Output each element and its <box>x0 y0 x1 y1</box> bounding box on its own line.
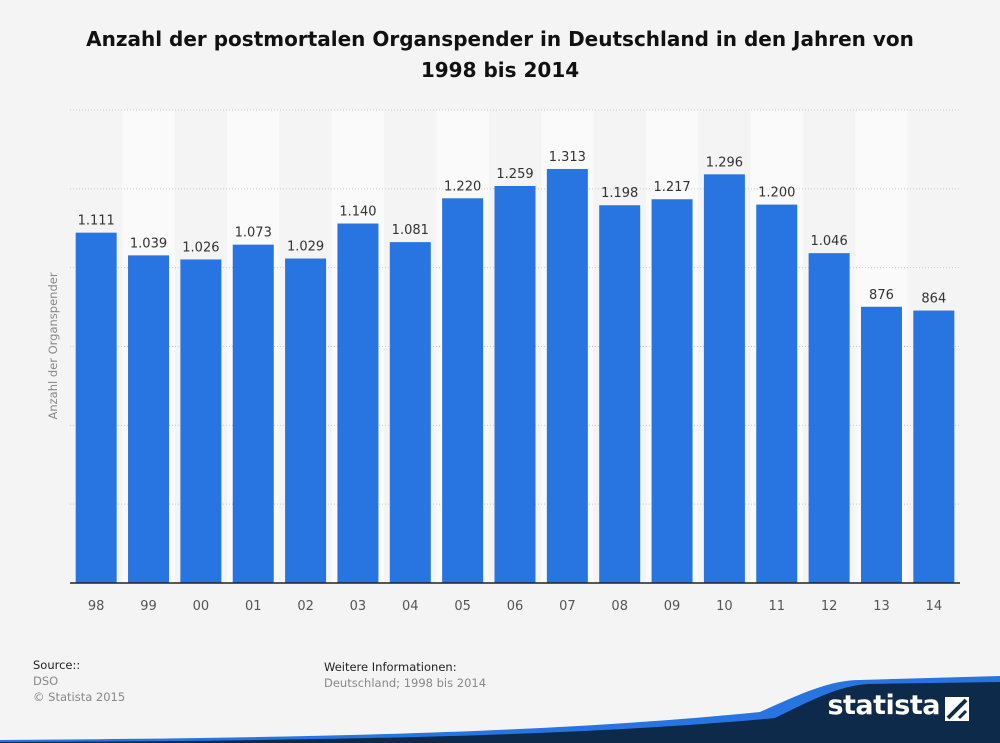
x-tick-label: 00 <box>193 599 210 614</box>
source-block: Source:: DSO © Statista 2015 <box>33 657 125 705</box>
bar <box>703 174 745 583</box>
bar <box>808 253 850 584</box>
x-tick-label: 11 <box>768 599 785 614</box>
x-tick-label: 01 <box>245 599 262 614</box>
data-label: 1.259 <box>496 167 533 182</box>
bars <box>75 168 955 584</box>
data-label: 1.081 <box>392 223 429 238</box>
x-tick-label: 14 <box>926 599 943 614</box>
x-tick-label: 03 <box>350 599 367 614</box>
copyright-line: © Statista 2015 <box>33 690 126 704</box>
data-label: 1.046 <box>811 234 848 249</box>
data-label: 1.029 <box>287 240 324 255</box>
statista-logo[interactable]: statista <box>827 690 940 721</box>
source-line: DSO <box>33 674 59 688</box>
bar <box>442 198 484 583</box>
bar <box>232 244 274 583</box>
data-labels: 1.111 1.039 1.026 1.073 1.029 1.140 1.081 1.220… <box>78 150 947 307</box>
info-block: Weitere Informationen: Deutschland; 1998… <box>324 659 486 691</box>
x-tick-label: 04 <box>402 599 419 614</box>
bar <box>651 199 693 584</box>
x-tick-label: 06 <box>507 599 524 614</box>
brand-footer <box>0 676 1000 743</box>
data-label: 876 <box>869 288 894 303</box>
x-tick-label: 07 <box>559 599 576 614</box>
bar <box>75 232 117 583</box>
data-label: 1.200 <box>758 186 795 201</box>
data-label: 1.073 <box>235 226 272 241</box>
data-label: 1.039 <box>130 236 167 251</box>
data-label: 1.198 <box>601 186 638 201</box>
x-tick-label: 05 <box>454 599 471 614</box>
bar <box>756 204 798 583</box>
x-tick-labels: 98 99 00 01 02 03 04 05 06 07 08 09 10 11 12 13 14 <box>88 599 942 614</box>
data-label: 1.296 <box>706 155 743 170</box>
data-label: 864 <box>921 292 946 307</box>
x-tick-label: 99 <box>140 599 157 614</box>
data-label: 1.026 <box>182 240 219 255</box>
bar <box>128 255 170 584</box>
data-label: 1.220 <box>444 179 481 194</box>
bar <box>337 223 379 583</box>
bar <box>860 306 902 583</box>
chart-title: Anzahl der postmortalen Organspender in … <box>86 27 914 82</box>
bar <box>180 259 222 583</box>
bar-chart: 1.111 1.039 1.026 1.073 1.029 1.140 1.081 1.220… <box>46 109 960 614</box>
info-text: Deutschland; 1998 bis 2014 <box>324 676 487 690</box>
bar <box>913 310 955 583</box>
y-axis-label: Anzahl der Organspender <box>46 272 60 419</box>
bar <box>389 242 431 583</box>
statista-logo-icon <box>945 697 969 721</box>
data-label: 1.217 <box>653 180 690 195</box>
data-label: 1.111 <box>78 214 115 229</box>
x-tick-label: 12 <box>821 599 838 614</box>
data-label: 1.313 <box>549 150 586 165</box>
x-tick-label: 10 <box>716 599 733 614</box>
x-tick-label: 02 <box>297 599 314 614</box>
bar <box>546 168 588 583</box>
x-tick-label: 98 <box>88 599 105 614</box>
source-heading: Source:: <box>33 658 81 672</box>
bar <box>494 185 536 583</box>
info-heading: Weitere Informationen: <box>324 660 457 674</box>
x-tick-label: 09 <box>664 599 681 614</box>
bar <box>599 205 641 584</box>
data-label: 1.140 <box>339 205 376 220</box>
bar <box>285 258 327 583</box>
x-tick-label: 08 <box>611 599 628 614</box>
x-tick-label: 13 <box>873 599 890 614</box>
